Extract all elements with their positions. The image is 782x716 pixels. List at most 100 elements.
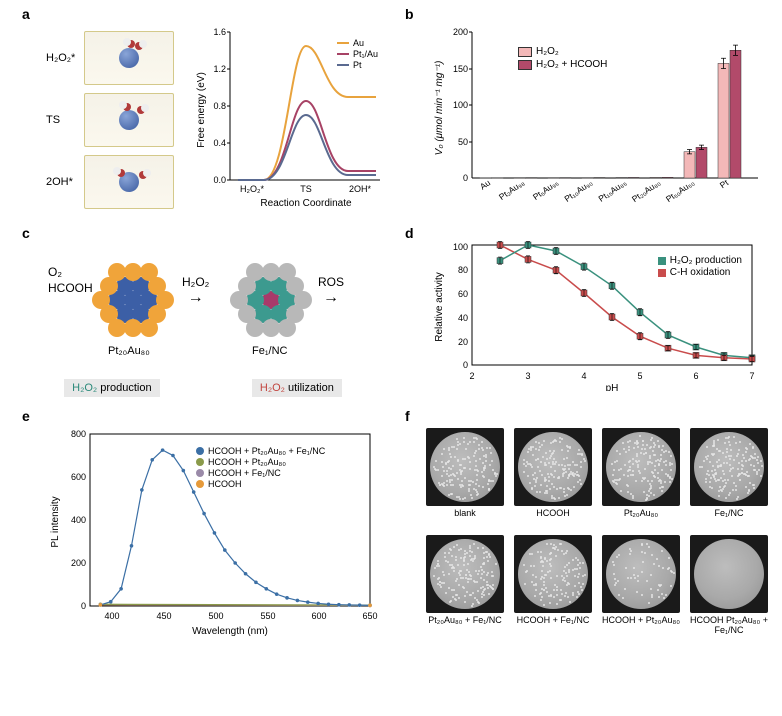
role-utilization: H₂O₂ utilization [252,379,342,397]
dish-label: Pt₂₀Au₈₀ + Fe₁/NC [428,616,502,636]
y-label: Relative activity [434,272,445,341]
input-hcooh: HCOOH [48,281,93,297]
snapshot-label: 2OH* [46,176,84,188]
svg-text:20: 20 [458,337,468,347]
svg-text:2: 2 [469,371,474,381]
legend-label: H₂O₂ + HCOOH [536,59,607,70]
svg-text:1.2: 1.2 [213,64,226,74]
svg-text:0: 0 [81,601,86,611]
svg-text:TS: TS [300,184,312,194]
svg-text:1.6: 1.6 [213,27,226,37]
svg-text:2OH*: 2OH* [349,184,372,194]
svg-text:60: 60 [458,289,468,299]
series-pt1au [238,101,376,180]
svg-text:Pt₂Au₉₈: Pt₂Au₉₈ [497,177,527,202]
catalyst2-cluster [226,255,316,345]
catalyst1-name: Pt₂₀Au₈₀ [108,345,150,357]
panel-a: H₂O₂* TS 2OH* [18,6,388,216]
svg-text:Pt₁₀Au₉₀: Pt₁₀Au₉₀ [562,177,594,204]
svg-text:550: 550 [260,611,275,621]
legend-label: Pt [353,60,362,70]
svg-text:0.4: 0.4 [213,138,226,148]
snapshot-2oh: 2OH* [46,152,176,212]
snapshot-label: H₂O₂* [46,52,84,64]
svg-text:4: 4 [581,371,586,381]
svg-text:200: 200 [453,27,468,37]
panel-a-snapshots: H₂O₂* TS 2OH* [46,28,176,214]
legend-label: HCOOH + Pt₂₀Au₈₀ + Fe₁/NC [208,446,325,456]
x-label: Reaction Coordinate [260,198,352,209]
panel-c: O₂ HCOOH Pt₂₀Au₈₀ H₂O₂ → [18,225,388,395]
dish-label: Pt₂₀Au₈₀ [624,509,658,529]
svg-text:100: 100 [453,242,468,252]
dish: Fe₁/NC [688,428,770,529]
panel-a-legend: Au Pt₁/Au Pt [337,38,378,71]
legend-label: HCOOH + Fe₁/NC [208,468,281,478]
dish-label: HCOOH Pt₂₀Au₈₀ + Fe₁/NC [688,616,770,636]
role-boxes: H₂O₂ H₂O₂ productionproduction H₂O₂ util… [18,379,388,397]
panel-a-chart: 0.0 0.4 0.8 1.2 1.6 H₂O₂* TS 2OH* Reacti… [196,20,386,210]
svg-text:50: 50 [458,137,468,147]
legend-label: C-H oxidation [670,267,731,278]
legend-label: H₂O₂ production [670,255,742,266]
svg-text:5: 5 [637,371,642,381]
svg-text:3: 3 [525,371,530,381]
svg-text:150: 150 [453,64,468,74]
intermediate-label: H₂O₂ [182,275,209,289]
x-label: pH [606,383,619,391]
snapshot-h2o2: H₂O₂* [46,28,176,88]
dish: HCOOH Pt₂₀Au₈₀ + Fe₁/NC [688,535,770,636]
dish: Pt₂₀Au₈₀ + Fe₁/NC [424,535,506,636]
svg-text:800: 800 [71,429,86,439]
panel-e-legend: HCOOH + Pt₂₀Au₈₀ + Fe₁/NC HCOOH + Pt₂₀Au… [196,446,325,490]
panel-d: 0 20 40 60 80 100 234 567 pH Relative ac… [404,225,772,395]
legend-label: H₂O₂ [536,46,559,57]
panel-d-chart: 0 20 40 60 80 100 234 567 pH Relative ac… [432,235,764,391]
dish: Pt₂₀Au₈₀ [600,428,682,529]
catalyst1-cluster [88,255,178,345]
dish: HCOOH + Fe₁/NC [512,535,594,636]
legend-label: HCOOH + Pt₂₀Au₈₀ [208,457,286,467]
panel-f: blankHCOOHPt₂₀Au₈₀Fe₁/NCPt₂₀Au₈₀ + Fe₁/N… [404,408,772,688]
inputs: O₂ HCOOH [48,265,93,296]
legend-label: HCOOH [208,479,242,489]
svg-text:Pt: Pt [718,177,731,190]
snapshot-ts: TS [46,90,176,150]
dish-label: HCOOH + Pt₂₀Au₈₀ [602,616,680,636]
y-label: V₀ (μmol min⁻¹ mg⁻¹) [434,61,445,156]
svg-text:0.8: 0.8 [213,101,226,111]
svg-text:Pt₅Au₉₅: Pt₅Au₉₅ [531,177,560,202]
svg-text:100: 100 [453,100,468,110]
svg-text:600: 600 [311,611,326,621]
legend-label: Au [353,38,364,48]
dish-label: Fe₁/NC [714,509,743,529]
svg-text:80: 80 [458,265,468,275]
svg-text:600: 600 [71,472,86,482]
svg-text:200: 200 [71,558,86,568]
panel-f-grid: blankHCOOHPt₂₀Au₈₀Fe₁/NCPt₂₀Au₈₀ + Fe₁/N… [424,428,770,636]
catalyst2-name: Fe₁/NC [252,345,288,357]
x-label: Wavelength (nm) [192,626,268,637]
svg-text:0: 0 [463,173,468,183]
snapshot-image [84,31,174,85]
snapshot-image [84,155,174,209]
input-o2: O₂ [48,265,93,281]
panel-d-legend: H₂O₂ production C-H oxidation [658,255,742,279]
svg-text:H₂O₂*: H₂O₂* [240,184,264,194]
svg-text:0.0: 0.0 [213,175,226,185]
panel-b-chart: 0 50 100 150 200 V₀ (μmol min⁻¹ mg⁻¹) Au… [432,18,764,214]
legend-label: Pt₁/Au [353,49,378,59]
dish: HCOOH + Pt₂₀Au₈₀ [600,535,682,636]
svg-text:450: 450 [156,611,171,621]
y-label: Free energy (eV) [196,72,207,148]
svg-text:400: 400 [104,611,119,621]
svg-text:Pt₅₀Au₅₀: Pt₅₀Au₅₀ [664,177,697,204]
svg-text:40: 40 [458,313,468,323]
svg-text:6: 6 [693,371,698,381]
panel-e: 0 200 400 600 800 400450500 550600650 Wa… [18,408,388,643]
panel-e-chart: 0 200 400 600 800 400450500 550600650 Wa… [48,422,378,638]
svg-text:0: 0 [463,360,468,370]
svg-text:400: 400 [71,515,86,525]
svg-text:650: 650 [362,611,377,621]
role-production: H₂O₂ H₂O₂ productionproduction [64,379,159,397]
